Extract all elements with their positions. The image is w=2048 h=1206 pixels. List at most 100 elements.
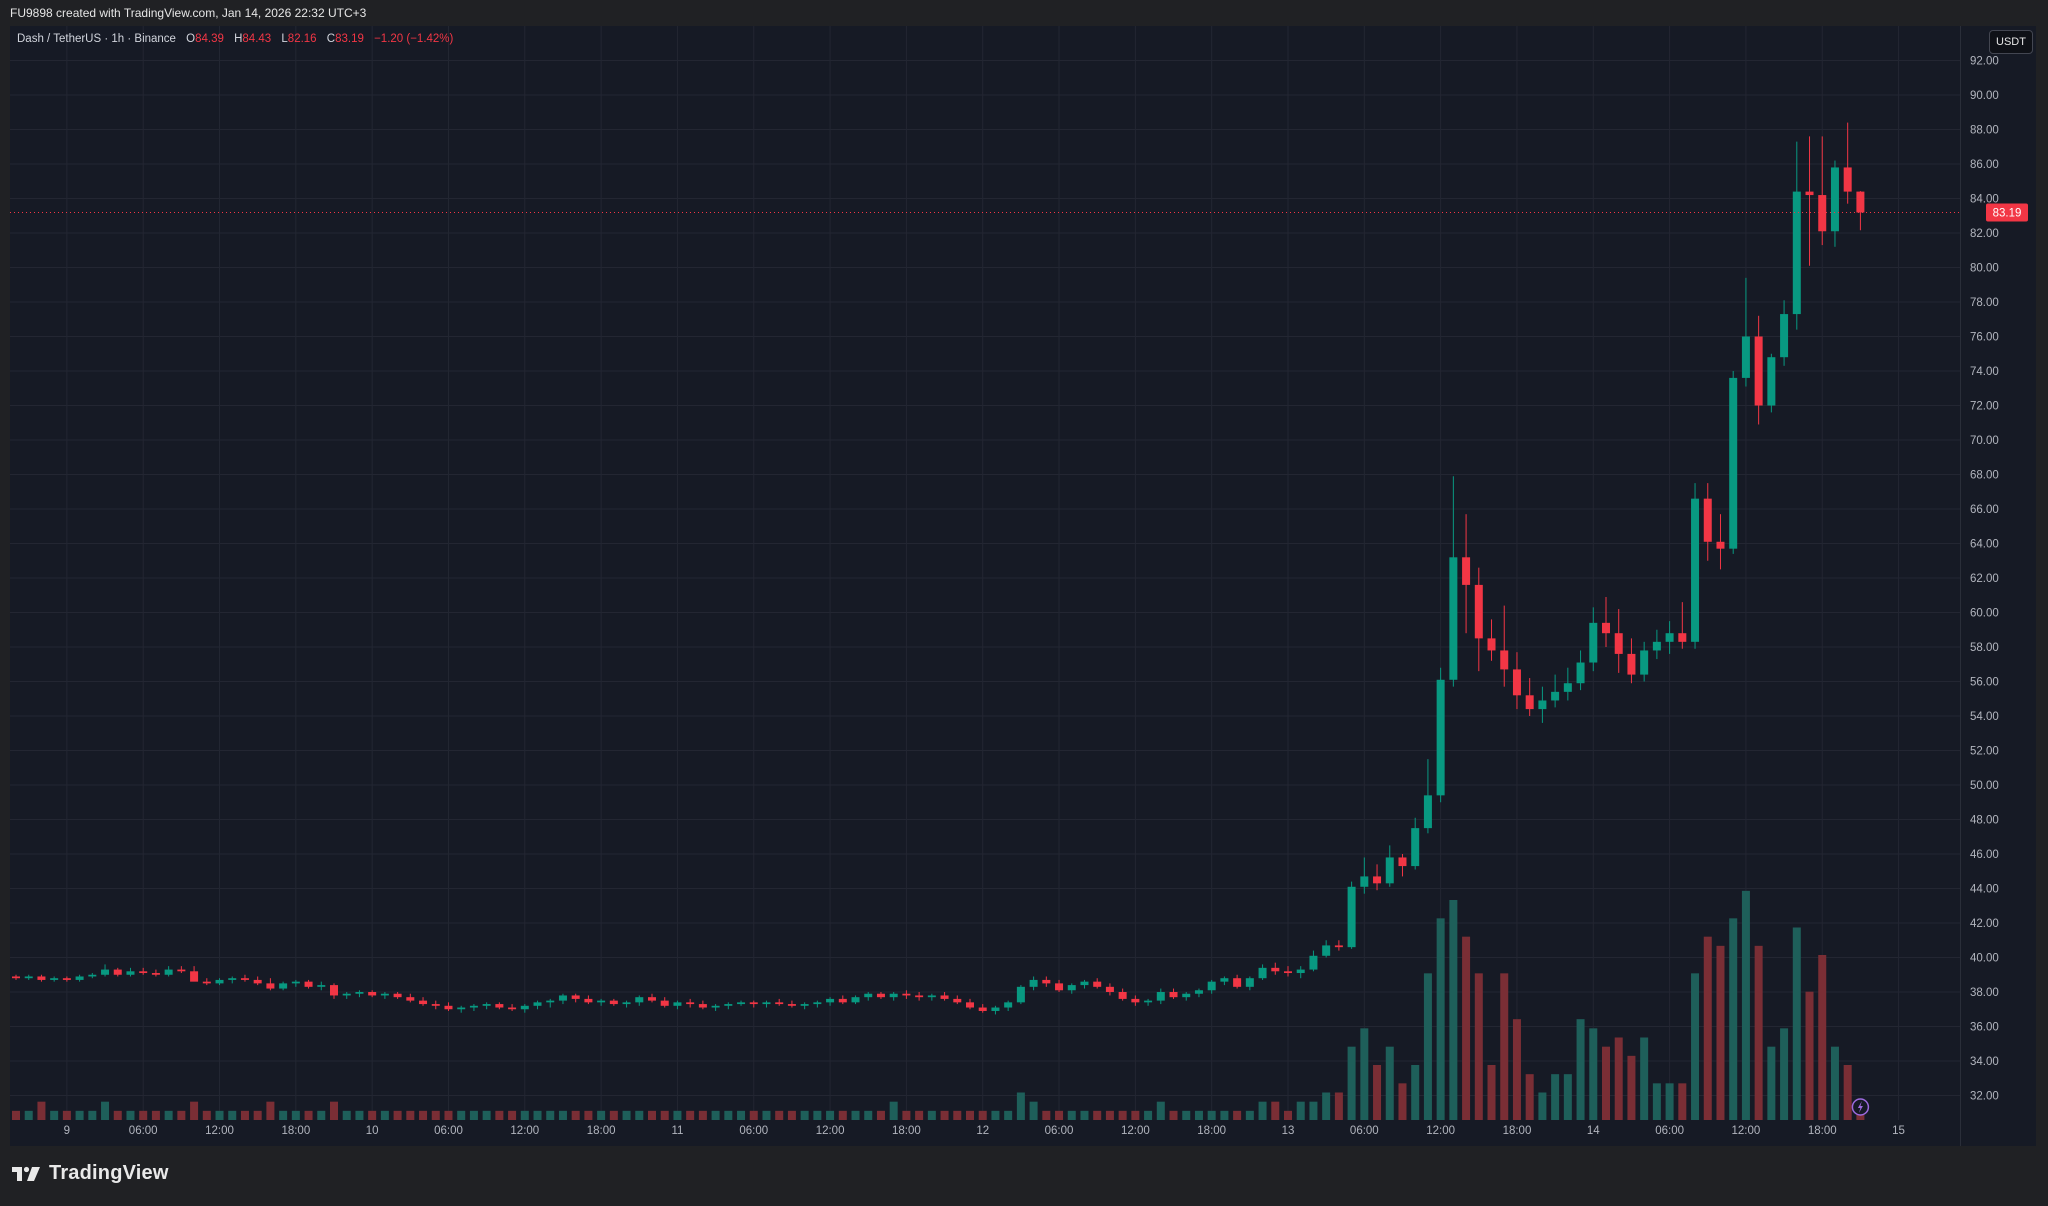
volume-bar <box>317 1110 326 1120</box>
volume-bar <box>1245 1110 1254 1120</box>
candle-body <box>1334 945 1343 948</box>
volume-bar <box>1525 1074 1534 1120</box>
candle-body <box>164 969 173 975</box>
candle-body <box>1271 967 1280 972</box>
candle-body <box>1703 498 1712 542</box>
volume-bar <box>953 1110 962 1120</box>
volume-bar <box>1271 1101 1280 1120</box>
lightning-icon-bolt <box>1857 1101 1863 1113</box>
x-tick-label: 15 <box>1892 1125 1905 1137</box>
y-tick-label: 72.00 <box>1970 401 1999 413</box>
volume-bar <box>1131 1110 1140 1120</box>
volume-bar <box>1436 918 1445 1120</box>
candle-body <box>1131 998 1140 1003</box>
volume-bar <box>1284 1110 1292 1120</box>
volume-bar <box>1538 1092 1547 1120</box>
open-value: 84.39 <box>195 33 224 45</box>
volume-bar <box>1004 1110 1013 1120</box>
candle-body <box>279 983 288 989</box>
volume-bar <box>966 1110 974 1120</box>
x-tick-label: 11 <box>671 1125 683 1137</box>
y-tick-label: 40.00 <box>1970 953 1999 965</box>
currency-button[interactable]: USDT <box>1989 30 2033 54</box>
volume-bar <box>1780 1028 1789 1120</box>
candle-body <box>1042 979 1051 984</box>
candle-body <box>686 1002 695 1005</box>
candle-body <box>330 985 338 996</box>
x-tick-label: 06:00 <box>1350 1125 1379 1137</box>
volume-bar <box>1589 1028 1598 1120</box>
volume-bar <box>202 1110 211 1120</box>
candle-body <box>1678 633 1687 642</box>
candle-body <box>571 995 580 999</box>
volume-bar <box>1487 1065 1496 1120</box>
volume-bar <box>1767 1046 1776 1120</box>
tradingview-logo-icon <box>12 1166 40 1181</box>
volume-bar <box>101 1101 110 1120</box>
volume-bar <box>1818 955 1827 1120</box>
candle-body <box>482 1004 491 1006</box>
volume-bar <box>1665 1083 1674 1120</box>
volume-bar <box>1652 1083 1661 1120</box>
candle-body <box>406 997 415 1001</box>
candle-body <box>253 979 262 984</box>
y-tick-label: 84.00 <box>1970 194 1999 206</box>
volume-bar <box>813 1110 822 1120</box>
candle-body <box>1474 584 1483 639</box>
volume-bar <box>1614 1037 1623 1120</box>
volume-bar <box>1067 1110 1076 1120</box>
volume-bar <box>431 1110 440 1120</box>
volume-bar <box>1500 973 1509 1120</box>
volume-bar <box>1182 1110 1191 1120</box>
y-tick-label: 68.00 <box>1970 470 1999 482</box>
volume-bar <box>139 1110 148 1120</box>
volume-bar <box>1512 1019 1521 1120</box>
last-price-label: 83.19 <box>1993 207 2022 219</box>
candle-body <box>1385 857 1394 884</box>
candle-body <box>533 1002 542 1006</box>
candle-body <box>558 995 567 1001</box>
candle-body <box>101 969 110 975</box>
volume-bar <box>495 1110 504 1120</box>
candle-body <box>12 976 20 979</box>
y-tick-label: 92.00 <box>1970 56 1999 68</box>
volume-bar <box>1080 1110 1089 1120</box>
candle-body <box>1627 653 1636 675</box>
candle-body <box>1602 622 1610 634</box>
chart-area[interactable]: 83.19 32.00 34.00 36.00 38.00 40.00 42.00 44.0… <box>10 26 2036 1146</box>
volume-bar <box>927 1110 936 1120</box>
volume-bar <box>826 1110 835 1120</box>
volume-bar <box>1309 1101 1318 1120</box>
volume-bar <box>864 1110 873 1120</box>
candle-body <box>546 1000 555 1003</box>
brand-name: TradingView <box>49 1162 169 1184</box>
volume-bar <box>1474 973 1483 1120</box>
y-tick-label: 90.00 <box>1970 90 1999 102</box>
volume-bar <box>1322 1092 1331 1120</box>
y-tick-label: 64.00 <box>1970 539 1999 551</box>
candle-body <box>50 978 59 980</box>
y-tick-label: 58.00 <box>1970 642 1999 654</box>
brand-footer[interactable]: TradingView <box>11 1162 169 1185</box>
volume-bar <box>838 1110 847 1120</box>
y-tick-label: 70.00 <box>1970 435 1999 447</box>
volume-bar <box>190 1101 199 1120</box>
y-tick-label: 74.00 <box>1970 366 1999 378</box>
volume-bar <box>1233 1110 1242 1120</box>
volume-bar <box>291 1110 300 1120</box>
volume-bar <box>1691 973 1700 1120</box>
candle-body <box>775 1002 784 1005</box>
volume-bar <box>330 1101 338 1120</box>
volume-bar <box>1334 1092 1343 1120</box>
volume-bar <box>1716 945 1725 1120</box>
volume-bar <box>304 1110 313 1120</box>
symbol-name[interactable]: Dash / TetherUS · 1h · Binance <box>17 33 176 45</box>
candle-body <box>889 993 898 998</box>
candle-body <box>1182 993 1191 998</box>
volume-bar <box>737 1110 746 1120</box>
price-chart[interactable]: 83.19 32.00 34.00 36.00 38.00 40.00 42.00 44.0… <box>10 26 2036 1146</box>
volume-bar <box>75 1110 84 1120</box>
candle-body <box>190 971 199 982</box>
symbol-legend[interactable]: Dash / TetherUS · 1h · Binance O84.39 H8… <box>17 33 453 45</box>
volume-bar <box>88 1110 97 1120</box>
